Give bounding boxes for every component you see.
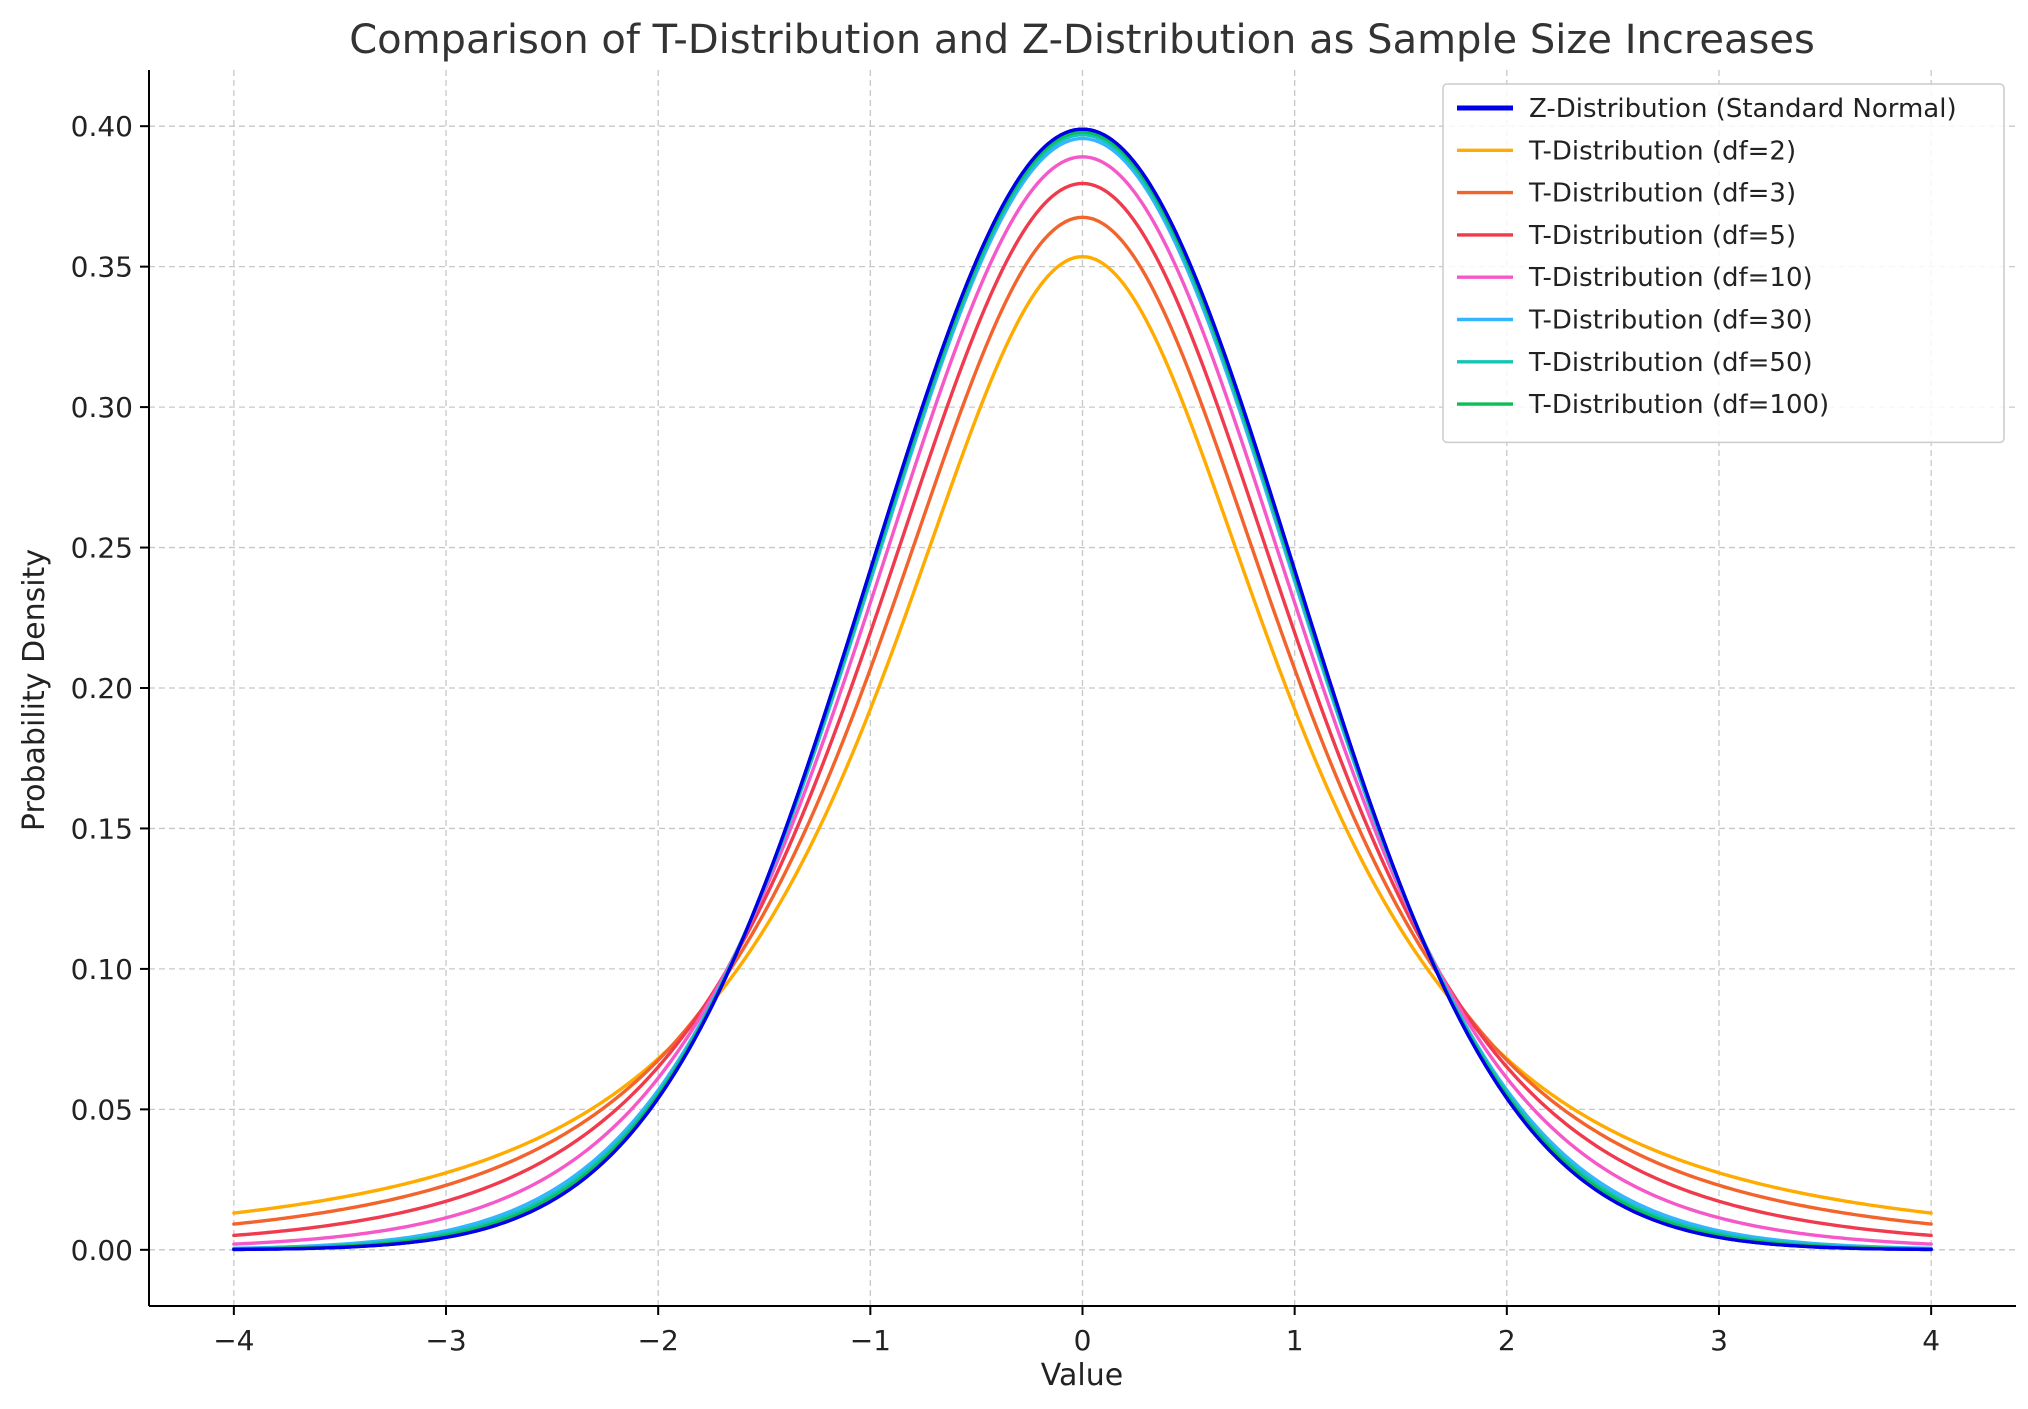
series-line-z-overlay	[232, 127, 1933, 1252]
legend-label: T-Distribution (df=50)	[1528, 348, 1813, 378]
series-line-df-5	[232, 181, 1933, 1238]
x-axis-ticks: −4 −3 −2 −1 0 1 2 3 4	[213, 1306, 1940, 1357]
y-axis-label: Probability Density	[17, 549, 52, 831]
series-line-df-3	[232, 215, 1933, 1226]
series-line-df-10	[232, 155, 1933, 1246]
legend-label: T-Distribution (df=5)	[1528, 221, 1796, 251]
legend-label: Z-Distribution (Standard Normal)	[1529, 94, 1957, 124]
x-tick-label: 1	[1286, 1324, 1304, 1357]
y-tick-label: 0.25	[71, 532, 133, 565]
series-line-df-50	[232, 133, 1933, 1251]
series-line-df-2	[232, 254, 1933, 1215]
chart-title: Comparison of T-Distribution and Z-Distr…	[349, 17, 1815, 63]
y-tick-label: 0.15	[71, 812, 133, 845]
legend-label: T-Distribution (df=100)	[1528, 390, 1829, 420]
y-tick-label: 0.20	[71, 672, 133, 705]
x-tick-label: 4	[1922, 1324, 1940, 1357]
y-axis-ticks: 0.00 0.05 0.10 0.15 0.20 0.25 0.30 0.35 0.40	[71, 110, 149, 1267]
y-tick-label: 0.35	[71, 251, 133, 284]
y-tick-label: 0.10	[71, 953, 133, 986]
legend-label: T-Distribution (df=3)	[1528, 179, 1796, 209]
y-tick-label: 0.40	[71, 110, 133, 143]
legend-label: T-Distribution (df=2)	[1528, 136, 1796, 166]
x-tick-label: −2	[638, 1324, 679, 1357]
y-tick-label: 0.00	[71, 1234, 133, 1267]
x-tick-label: 0	[1074, 1324, 1092, 1357]
legend: Z-Distribution (Standard Normal) T-Distri…	[1442, 83, 2005, 444]
x-tick-label: 2	[1498, 1324, 1516, 1357]
legend-label: T-Distribution (df=30)	[1528, 306, 1813, 336]
legend-label: T-Distribution (df=10)	[1528, 263, 1813, 293]
x-tick-label: −4	[213, 1324, 254, 1357]
y-tick-label: 0.30	[71, 391, 133, 424]
x-tick-label: 3	[1710, 1324, 1728, 1357]
x-tick-label: −3	[425, 1324, 466, 1357]
plot-area	[232, 127, 1933, 1252]
y-tick-label: 0.05	[71, 1093, 133, 1126]
series-line-df-30	[232, 136, 1933, 1251]
legend-box	[1442, 83, 2005, 444]
x-tick-label: −1	[850, 1324, 891, 1357]
series-line-df-100	[232, 130, 1933, 1251]
x-axis-label: Value	[1041, 1358, 1123, 1393]
